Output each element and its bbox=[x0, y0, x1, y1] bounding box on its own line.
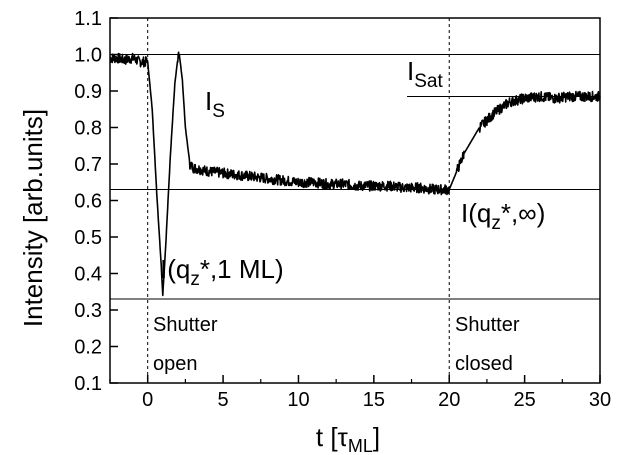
y-tick-label-10: 1.1 bbox=[74, 8, 102, 30]
annotation-isat: ISat bbox=[407, 56, 443, 92]
x-tick-label-5: 25 bbox=[513, 389, 535, 411]
x-axis-title: t [τML] bbox=[316, 422, 380, 455]
y-axis-title: Intensity [arb.units] bbox=[18, 109, 48, 327]
y-tick-label-7: 0.8 bbox=[74, 118, 102, 140]
annotation-shutter-open-line1: Shutter bbox=[153, 314, 218, 336]
x-ticks: 0 5 10 15 20 25 30 bbox=[109, 375, 611, 411]
y-tick-label-9: 1.0 bbox=[74, 45, 102, 67]
annotation-shutter-closed-line2: closed bbox=[455, 353, 513, 375]
y-tick-label-1: 0.2 bbox=[74, 337, 102, 359]
series-line-0 bbox=[109, 51, 601, 297]
annotation-shutter-open-line2: open bbox=[153, 353, 198, 375]
x-tick-label-6: 30 bbox=[589, 389, 611, 411]
y-tick-label-3: 0.4 bbox=[74, 264, 102, 286]
x-tick-label-1: 5 bbox=[218, 389, 229, 411]
x-tick-label-4: 20 bbox=[438, 389, 460, 411]
y-ticks: 0.1 0.2 0.3 0.4 0.5 0.6 0.7 0.8 0.9 1.0 1.1 bbox=[74, 8, 118, 395]
y-tick-label-5: 0.6 bbox=[74, 191, 102, 213]
x-tick-label-2: 10 bbox=[287, 389, 309, 411]
x-tick-label-3: 15 bbox=[363, 389, 385, 411]
data-series bbox=[109, 51, 601, 297]
annotation-is: IS bbox=[205, 86, 225, 122]
y-tick-label-2: 0.3 bbox=[74, 300, 102, 322]
y-tick-label-0: 0.1 bbox=[74, 373, 102, 395]
annotation-iq-1ml: I(qz*,1 ML) bbox=[160, 254, 284, 290]
y-tick-label-4: 0.5 bbox=[74, 227, 102, 249]
annotation-shutter-closed-line1: Shutter bbox=[455, 314, 520, 336]
x-tick-label-0: 0 bbox=[142, 389, 153, 411]
y-tick-label-6: 0.7 bbox=[74, 154, 102, 176]
annotation-iq-inf: I(qz*,∞) bbox=[461, 198, 545, 234]
y-tick-label-8: 0.9 bbox=[74, 81, 102, 103]
shutter-markers bbox=[147, 18, 450, 383]
